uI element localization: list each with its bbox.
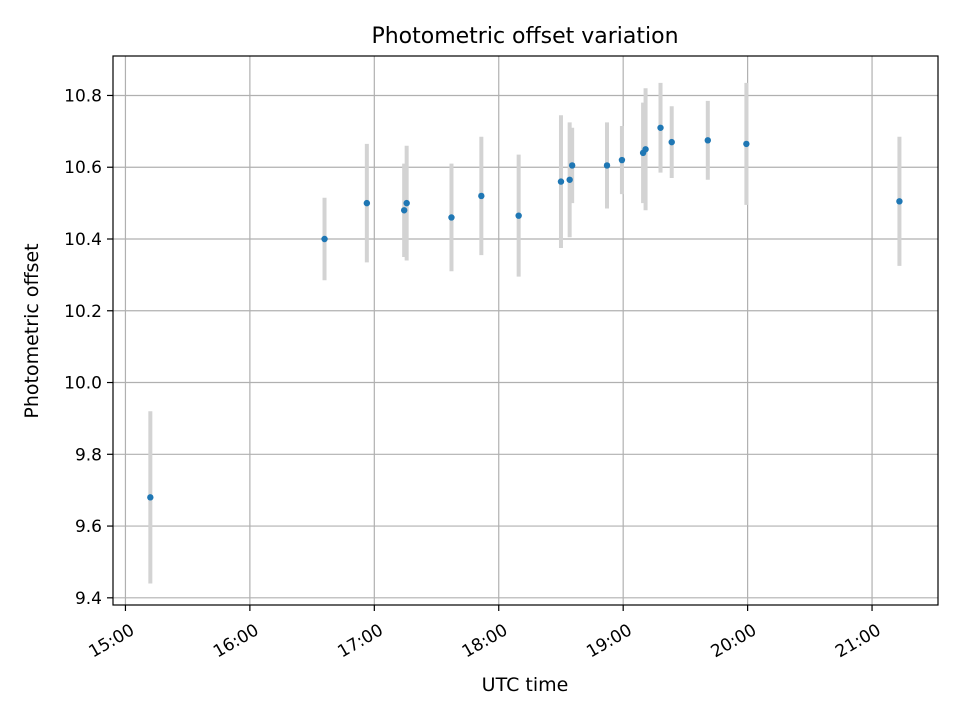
- data-point: [618, 156, 626, 164]
- y-tick-label: 10.8: [64, 86, 102, 106]
- data-point: [321, 235, 328, 243]
- y-tick-label: 10.6: [64, 158, 102, 178]
- chart-title: Photometric offset variation: [371, 24, 678, 49]
- y-axis-ticks: 9.4 9.6 9.8 10.0 10.2 10.4 10.6 10.8: [64, 86, 113, 609]
- data-point: [400, 207, 408, 214]
- data-point: [657, 124, 664, 131]
- y-tick-label: 9.6: [75, 517, 102, 537]
- data-point: [147, 494, 154, 501]
- data-point: [363, 199, 371, 207]
- data-point: [566, 176, 573, 183]
- data-points: [147, 124, 903, 501]
- data-point: [668, 138, 675, 146]
- data-point: [515, 212, 522, 219]
- data-point: [642, 146, 649, 153]
- data-point: [743, 140, 750, 148]
- data-point: [557, 178, 565, 185]
- y-axis-label: Photometric offset: [21, 243, 43, 418]
- y-tick-label: 9.4: [75, 589, 102, 609]
- data-point: [448, 214, 455, 221]
- data-point: [603, 162, 611, 169]
- data-point: [478, 192, 485, 200]
- data-point: [704, 137, 711, 144]
- data-point: [896, 198, 903, 205]
- plot-frame: [112, 55, 939, 606]
- y-tick-label: 10.2: [64, 302, 102, 322]
- data-point: [568, 162, 576, 169]
- y-tick-label: 10.0: [64, 374, 102, 394]
- data-point: [403, 199, 410, 207]
- y-tick-label: 10.4: [64, 230, 102, 250]
- x-axis-label: UTC time: [482, 674, 569, 696]
- y-tick-label: 9.8: [75, 445, 102, 465]
